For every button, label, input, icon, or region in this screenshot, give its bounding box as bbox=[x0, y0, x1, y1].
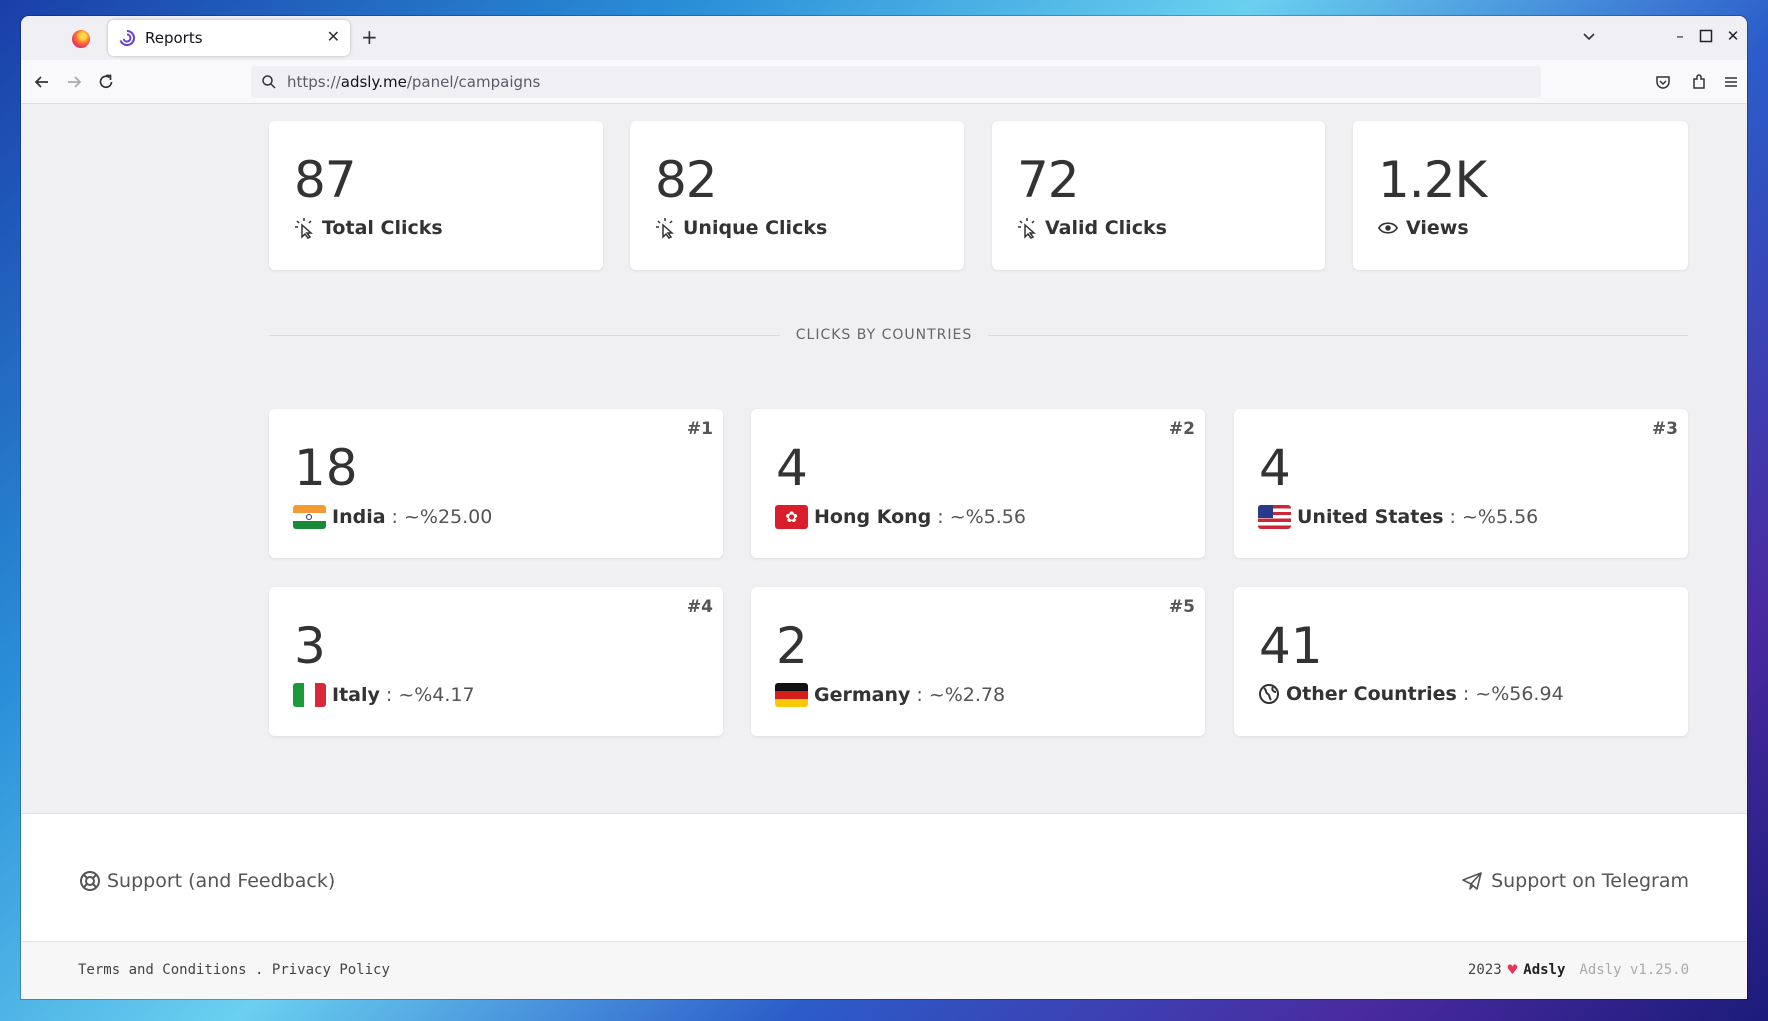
extensions-icon[interactable] bbox=[1689, 72, 1709, 92]
country-card-italy: #4 3 Italy : ~%4.17 bbox=[269, 587, 723, 736]
cursor-click-icon bbox=[656, 218, 674, 239]
telegram-icon bbox=[1462, 872, 1482, 890]
stat-value: 1.2K bbox=[1378, 151, 1487, 209]
stat-label: Total Clicks bbox=[322, 217, 443, 239]
pocket-icon[interactable] bbox=[1653, 72, 1673, 92]
minimize-icon[interactable]: – bbox=[1676, 27, 1684, 45]
cursor-click-icon bbox=[295, 218, 313, 239]
country-percentage: : ~%5.56 bbox=[1449, 506, 1539, 528]
stat-label: Views bbox=[1406, 217, 1469, 239]
rank-badge: #1 bbox=[686, 419, 713, 439]
copyright: 2023 ♥ Adsly Adsly v1.25.0 bbox=[1468, 960, 1689, 979]
telegram-label: Support on Telegram bbox=[1491, 870, 1689, 892]
country-percentage: : ~%25.00 bbox=[391, 506, 493, 528]
country-clicks: 18 bbox=[294, 439, 358, 497]
maximize-icon[interactable] bbox=[1699, 29, 1713, 43]
germany-flag-icon bbox=[775, 683, 808, 707]
close-window-icon[interactable]: ✕ bbox=[1726, 27, 1740, 45]
globe-icon bbox=[1259, 684, 1279, 704]
country-clicks: 2 bbox=[776, 617, 808, 675]
support-label: Support (and Feedback) bbox=[107, 870, 336, 892]
tab-reports[interactable]: Reports ✕ bbox=[108, 20, 350, 56]
stat-card-views: 1.2K Views bbox=[1353, 121, 1688, 270]
terms-link[interactable]: Terms and Conditions bbox=[78, 962, 247, 978]
cursor-click-icon bbox=[1018, 218, 1036, 239]
country-percentage: : ~%2.78 bbox=[916, 684, 1006, 706]
country-clicks: 3 bbox=[294, 617, 326, 675]
stat-value: 87 bbox=[294, 151, 357, 209]
country-card-hong-kong: #2 4 ✿ Hong Kong : ~%5.56 bbox=[751, 409, 1205, 558]
country-percentage: : ~%5.56 bbox=[937, 506, 1026, 528]
stat-card-valid-clicks: 72 Valid Clicks bbox=[992, 121, 1325, 270]
country-name: Other Countries bbox=[1286, 683, 1457, 705]
navigation-bar: https://adsly.me/panel/campaigns bbox=[21, 60, 1747, 104]
country-name: Hong Kong bbox=[814, 506, 932, 528]
forward-icon[interactable] bbox=[64, 72, 84, 92]
country-card-other-countries: 41 Other Countries : ~%56.94 bbox=[1234, 587, 1688, 736]
stat-card-unique-clicks: 82 Unique Clicks bbox=[630, 121, 964, 270]
country-card-united-states: #3 4 United States : ~%5.56 bbox=[1234, 409, 1688, 558]
app-version: Adsly v1.25.0 bbox=[1579, 961, 1689, 978]
footer-support: Support (and Feedback) Support on Telegr… bbox=[21, 813, 1747, 941]
menu-icon[interactable] bbox=[1721, 72, 1741, 92]
rank-badge: #5 bbox=[1168, 597, 1195, 617]
stat-card-total-clicks: 87 Total Clicks bbox=[269, 121, 603, 270]
stat-value: 72 bbox=[1017, 151, 1080, 209]
url-bar[interactable]: https://adsly.me/panel/campaigns bbox=[251, 66, 1541, 98]
stat-label: Unique Clicks bbox=[683, 217, 828, 239]
country-percentage: : ~%56.94 bbox=[1462, 683, 1564, 705]
brand-name: Adsly bbox=[1523, 961, 1566, 978]
support-link[interactable]: Support (and Feedback) bbox=[79, 870, 335, 892]
close-tab-icon[interactable]: ✕ bbox=[326, 27, 340, 46]
footer-legal: Terms and Conditions . Privacy Policy 20… bbox=[21, 941, 1747, 999]
country-name: Germany bbox=[814, 684, 911, 706]
stat-label: Valid Clicks bbox=[1045, 217, 1167, 239]
rank-badge: #3 bbox=[1651, 419, 1678, 439]
tab-strip: Reports ✕ + – ✕ bbox=[21, 16, 1747, 60]
country-card-germany: #5 2 Germany : ~%2.78 bbox=[751, 587, 1205, 736]
firefox-icon[interactable] bbox=[72, 30, 90, 48]
country-name: India bbox=[332, 506, 386, 528]
united-states-flag-icon bbox=[1258, 505, 1291, 529]
browser-window: Reports ✕ + – ✕ https://adsly.me bbox=[21, 16, 1747, 999]
hong-kong-flag-icon: ✿ bbox=[775, 505, 808, 529]
adsly-logo-icon bbox=[119, 29, 136, 46]
chevron-down-icon[interactable] bbox=[1581, 28, 1597, 44]
page-content: 87 Total Clicks 82 Unique Clicks 72 Vali… bbox=[21, 105, 1747, 999]
stat-value: 82 bbox=[655, 151, 718, 209]
country-card-india: #1 18 India : ~%25.00 bbox=[269, 409, 723, 558]
india-flag-icon bbox=[293, 505, 326, 529]
telegram-link[interactable]: Support on Telegram bbox=[1461, 870, 1689, 892]
rank-badge: #4 bbox=[686, 597, 713, 617]
copyright-year: 2023 bbox=[1467, 961, 1502, 978]
country-name: United States bbox=[1297, 506, 1444, 528]
country-clicks: 4 bbox=[1259, 439, 1291, 497]
privacy-link[interactable]: Privacy Policy bbox=[271, 962, 390, 978]
legal-separator: . bbox=[255, 962, 264, 978]
lifebuoy-icon bbox=[80, 871, 100, 891]
new-tab-icon[interactable]: + bbox=[361, 25, 378, 49]
reload-icon[interactable] bbox=[96, 72, 116, 92]
eye-icon bbox=[1378, 222, 1398, 234]
country-name: Italy bbox=[332, 684, 380, 706]
search-icon bbox=[262, 75, 276, 89]
back-icon[interactable] bbox=[32, 72, 52, 92]
url-text: https://adsly.me/panel/campaigns bbox=[287, 73, 541, 91]
rank-badge: #2 bbox=[1168, 419, 1195, 439]
country-clicks: 4 bbox=[776, 439, 808, 497]
italy-flag-icon bbox=[293, 683, 326, 707]
country-clicks: 41 bbox=[1259, 617, 1323, 675]
country-percentage: : ~%4.17 bbox=[385, 684, 475, 706]
tab-title: Reports bbox=[145, 29, 203, 47]
section-title: CLICKS BY COUNTRIES bbox=[779, 327, 989, 343]
heart-icon: ♥ bbox=[1507, 960, 1518, 979]
